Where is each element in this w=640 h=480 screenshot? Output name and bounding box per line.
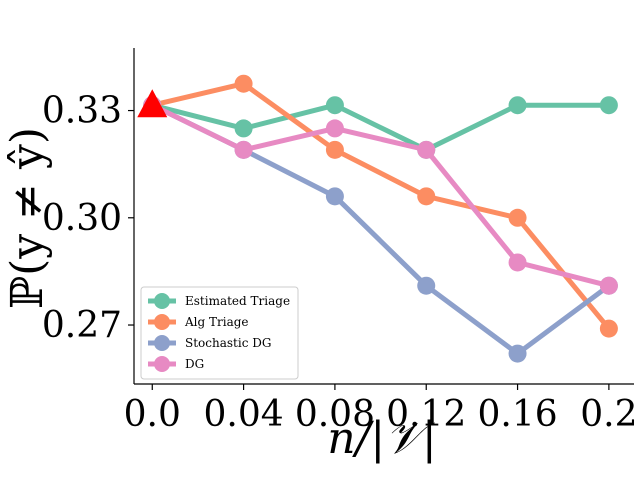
series-line	[149, 102, 612, 289]
data-point	[599, 96, 618, 115]
y-axis-label: ℙ(y ≠ ŷ)	[2, 127, 53, 309]
data-point	[599, 276, 618, 295]
data-point	[325, 96, 344, 115]
legend-swatch-dot	[154, 356, 170, 372]
legend-label: Alg Triage	[184, 315, 249, 329]
data-point	[234, 140, 253, 159]
data-point	[234, 74, 253, 93]
data-point	[234, 119, 253, 138]
x-tick-label: 0.0	[124, 394, 181, 435]
legend-label: DG	[185, 357, 204, 371]
legend-box	[140, 286, 299, 380]
start-marker-triangle	[137, 89, 168, 118]
x-tick-label: 0.16	[477, 394, 557, 435]
y-tick-label: 0.33	[42, 91, 122, 132]
x-tick-label: 0.08	[295, 394, 375, 435]
series-line	[149, 102, 612, 153]
x-axis-label: n/|𝒱|	[327, 413, 436, 464]
legend-label: Estimated Triage	[185, 294, 290, 308]
data-point	[325, 140, 344, 159]
x-tick-label: 0.04	[204, 394, 284, 435]
axes	[133, 48, 634, 385]
data-point	[417, 140, 436, 159]
data-point	[508, 96, 527, 115]
series-line	[149, 81, 612, 332]
data-point	[508, 208, 527, 227]
y-tick-label: 0.30	[42, 198, 122, 239]
data-point	[325, 119, 344, 138]
data-point	[508, 344, 527, 363]
data-point	[417, 187, 436, 206]
legend-swatch-dot	[154, 335, 170, 351]
data-point	[599, 319, 618, 338]
legend-swatch-dot	[154, 293, 170, 309]
series-layer	[137, 74, 618, 363]
y-tick-label: 0.27	[42, 305, 122, 346]
legend-swatch-dot	[154, 314, 170, 330]
legend: Estimated Triage Alg Triage Stochastic DG D…	[140, 286, 299, 380]
data-point	[325, 187, 344, 206]
x-tick-label: 0.2	[580, 394, 637, 435]
data-point	[508, 253, 527, 272]
legend-label: Stochastic DG	[185, 336, 271, 350]
data-point	[417, 276, 436, 295]
ticks: 0.0 0.04 0.08 0.12 0.16 0.2 0.27 0.30 0.33	[42, 91, 638, 435]
x-tick-label: 0.12	[386, 394, 466, 435]
